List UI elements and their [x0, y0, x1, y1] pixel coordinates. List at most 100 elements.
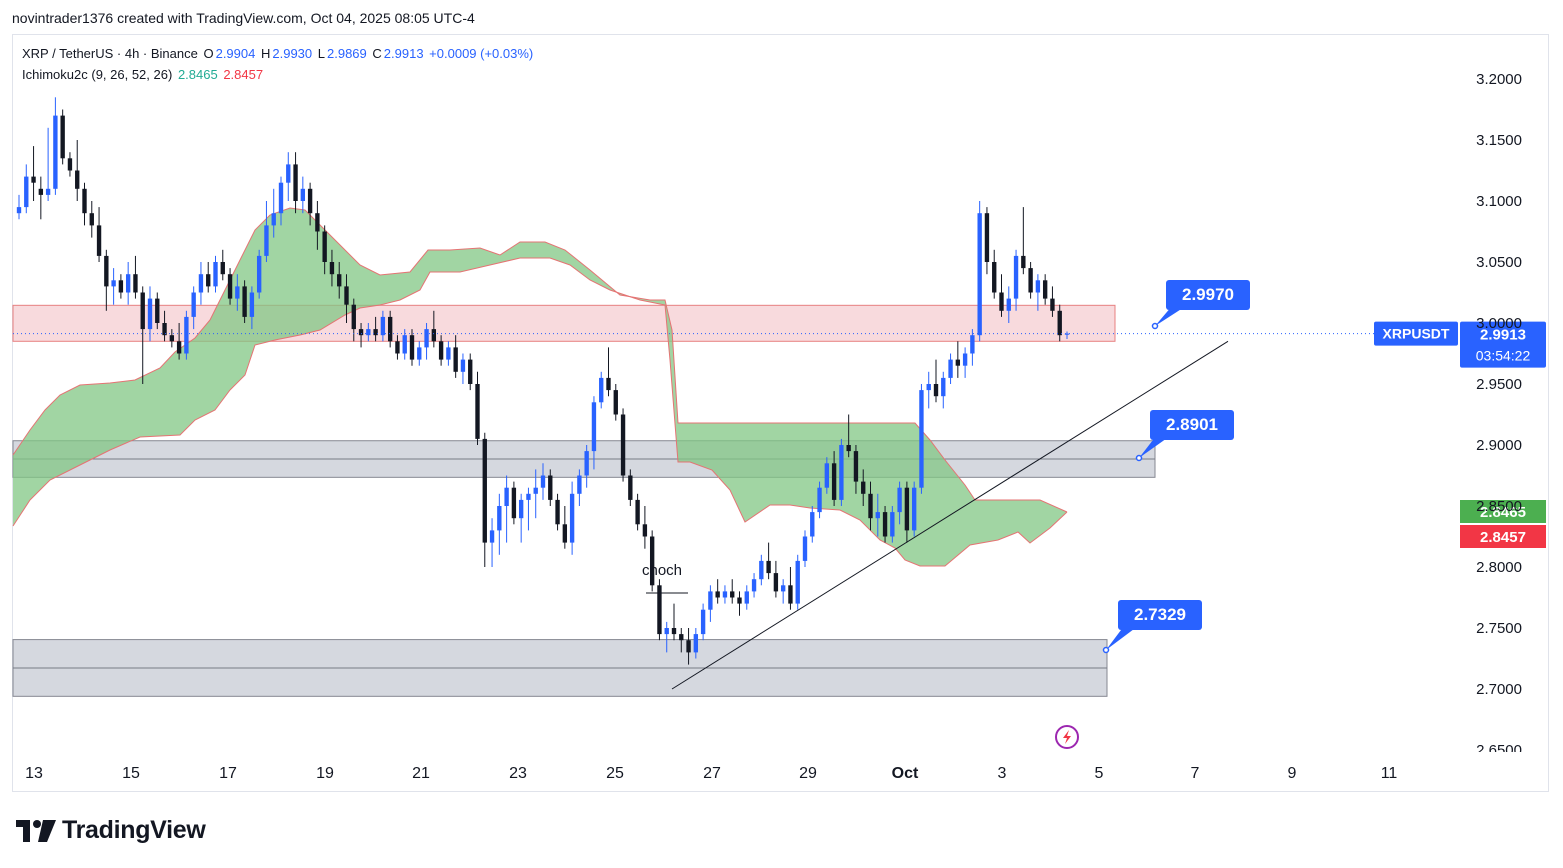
candle-down — [38, 188, 44, 195]
ichimoku-b-tag — [1460, 525, 1546, 548]
chart-attribution: novintrader1376 created with TradingView… — [12, 10, 475, 26]
candle-up — [235, 286, 240, 299]
candle-up — [977, 213, 982, 336]
candle-down — [511, 487, 517, 519]
candle-up — [424, 329, 429, 348]
candle-down — [307, 188, 313, 214]
callout-pointer — [1155, 306, 1186, 326]
low-value: 2.9869 — [327, 46, 367, 61]
choch-label: choch — [642, 562, 682, 579]
candle-up — [890, 512, 895, 537]
candle-up — [497, 506, 502, 531]
price-tag — [1460, 321, 1546, 368]
candle-down — [620, 414, 626, 476]
open-label: O — [203, 46, 214, 61]
candle-down — [453, 347, 458, 372]
candle-down — [671, 628, 677, 635]
candle-up — [569, 493, 575, 543]
x-axis: 13 15 17 19 21 23 25 27 29 Oct 3 5 7 9 11 — [25, 765, 1397, 782]
change-value: +0.0009 (+0.03%) — [429, 46, 534, 61]
candle-down — [999, 292, 1004, 311]
candle-down — [1021, 255, 1026, 269]
candle-down — [606, 377, 611, 391]
candle-up — [759, 560, 764, 580]
trendline — [671, 340, 1229, 690]
symbol-title[interactable]: XRP / TetherUS · 4h · Binance — [22, 46, 198, 61]
candle-up — [24, 176, 29, 208]
indicator-title[interactable]: Ichimoku2c (9, 26, 52, 26) — [22, 67, 173, 82]
candle-up — [708, 591, 713, 610]
callout-box — [1166, 280, 1250, 310]
candle-down — [831, 463, 837, 500]
candle-down — [220, 262, 225, 275]
candle-down — [227, 274, 233, 299]
tradingview-logo[interactable]: TradingView — [16, 816, 206, 845]
close-label: C — [372, 46, 382, 61]
candle-up — [125, 274, 131, 293]
candle-up — [16, 207, 22, 214]
candle-up — [744, 591, 749, 604]
zone-resistance — [12, 304, 1116, 342]
ichimoku-b-tag-value: 2.8457 — [1480, 529, 1526, 546]
candle-up — [577, 475, 582, 494]
x-tick-label: 29 — [799, 765, 817, 782]
candle-up — [45, 188, 51, 195]
callout-pointer — [1106, 626, 1138, 650]
candle-up — [460, 359, 466, 372]
candle-down — [475, 384, 480, 439]
close-value: 2.9913 — [383, 46, 424, 61]
candle-down — [242, 286, 247, 317]
candle-down — [315, 213, 320, 232]
candle-down — [337, 274, 342, 287]
high-value: 2.9930 — [272, 46, 313, 61]
candle-up — [722, 591, 728, 598]
candle-down — [133, 274, 138, 293]
low-label: L — [317, 46, 325, 61]
callout-pointer — [1139, 436, 1170, 458]
candle-down — [140, 292, 145, 330]
candle-down — [468, 359, 473, 384]
candle-down — [635, 499, 640, 525]
candle-up — [802, 536, 808, 561]
y-tick-label: 2.7500 — [1476, 620, 1522, 637]
x-tick-label: 21 — [412, 765, 430, 782]
candle-down — [60, 115, 65, 159]
candle-up — [286, 164, 291, 183]
x-tick-label: 27 — [703, 765, 721, 782]
candle-down — [555, 499, 560, 525]
candle-down — [649, 536, 655, 586]
candle-down — [329, 262, 335, 275]
x-tick-label: 13 — [25, 765, 43, 782]
y-tick-label: 2.8500 — [1476, 498, 1522, 515]
x-tick-label: 7 — [1191, 765, 1200, 782]
candle-down — [613, 390, 618, 415]
candle-down — [1042, 280, 1048, 299]
candle-up — [948, 359, 953, 378]
candle-up — [191, 292, 196, 317]
open-value: 2.9904 — [215, 46, 256, 61]
candle-up — [1006, 298, 1011, 311]
ichimoku-b-value: 2.8457 — [223, 67, 264, 82]
candle-up — [402, 335, 407, 354]
candle-down — [293, 164, 298, 201]
candle-up — [446, 347, 451, 360]
candle-up — [839, 445, 844, 500]
candle-down — [933, 384, 939, 397]
candle-up — [540, 475, 546, 488]
candle-up — [264, 225, 269, 256]
ichimoku-edge-bottom — [12, 257, 1068, 567]
candle-up — [751, 579, 757, 592]
ichimoku-cloud-layer — [12, 207, 1068, 567]
candle-up — [300, 188, 306, 201]
candle-up — [599, 377, 604, 403]
candle-down — [628, 475, 633, 500]
candle-up — [664, 628, 669, 635]
lightning-icon[interactable] — [1055, 725, 1079, 749]
candle-down — [104, 255, 109, 287]
candle-down — [766, 560, 771, 574]
candle-up — [417, 347, 422, 360]
y-tick-label: 2.9000 — [1476, 437, 1522, 454]
callout-anchor — [1102, 646, 1110, 654]
candle-down — [322, 231, 327, 262]
